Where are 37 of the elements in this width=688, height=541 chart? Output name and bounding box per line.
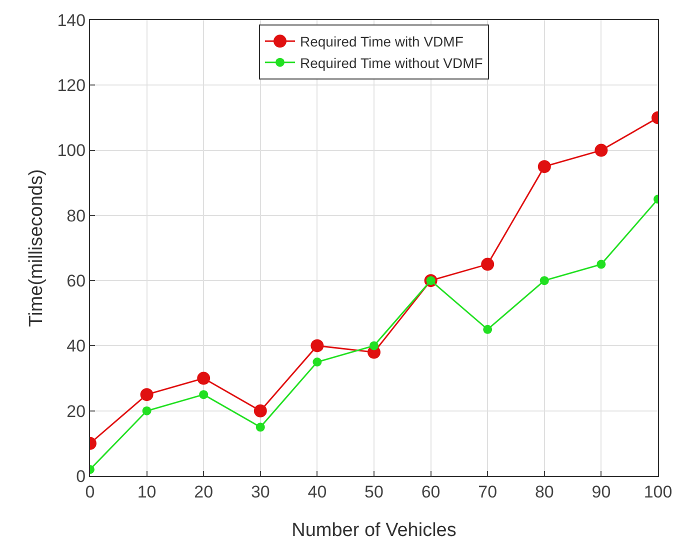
point [312, 358, 322, 366]
x-tick-label: 90 [592, 482, 611, 502]
x-tick-label: 60 [421, 482, 440, 502]
x-axis-title: Number of Vehicles [292, 520, 456, 541]
x-tick-label: 40 [308, 482, 327, 502]
point [370, 341, 378, 350]
point [481, 258, 494, 271]
point [483, 324, 492, 334]
point [199, 390, 208, 400]
point [310, 339, 324, 352]
y-tick-label: 20 [66, 402, 86, 421]
x-tick-label: 20 [194, 482, 214, 502]
x-tick-label: 50 [364, 482, 384, 502]
x-tick-label: 70 [478, 482, 498, 502]
x-tick-label: 30 [250, 482, 270, 502]
point [142, 406, 152, 416]
y-tick-label: 120 [57, 76, 86, 96]
point [256, 422, 265, 432]
y-axis-title: Time(milliseconds) [26, 169, 47, 327]
y-tick-label: 0 [76, 466, 86, 486]
x-tick-label: 80 [534, 482, 554, 502]
x-tick-label: 10 [137, 482, 156, 502]
x-tick-label: 100 [644, 482, 672, 502]
point [197, 372, 210, 385]
point [538, 160, 551, 174]
legend-label: Required Time without VDMF [300, 54, 483, 71]
point [594, 144, 608, 157]
point [596, 260, 606, 269]
y-tick-label: 140 [57, 10, 86, 30]
y-tick-label: 80 [66, 206, 86, 226]
y-tick-label: 100 [57, 141, 86, 160]
y-tick-label: 40 [66, 336, 86, 356]
point [254, 404, 267, 418]
point [140, 388, 154, 402]
legend-label: Required Time with VDMF [300, 34, 464, 50]
y-tick-label: 60 [66, 272, 86, 291]
point [540, 276, 549, 286]
